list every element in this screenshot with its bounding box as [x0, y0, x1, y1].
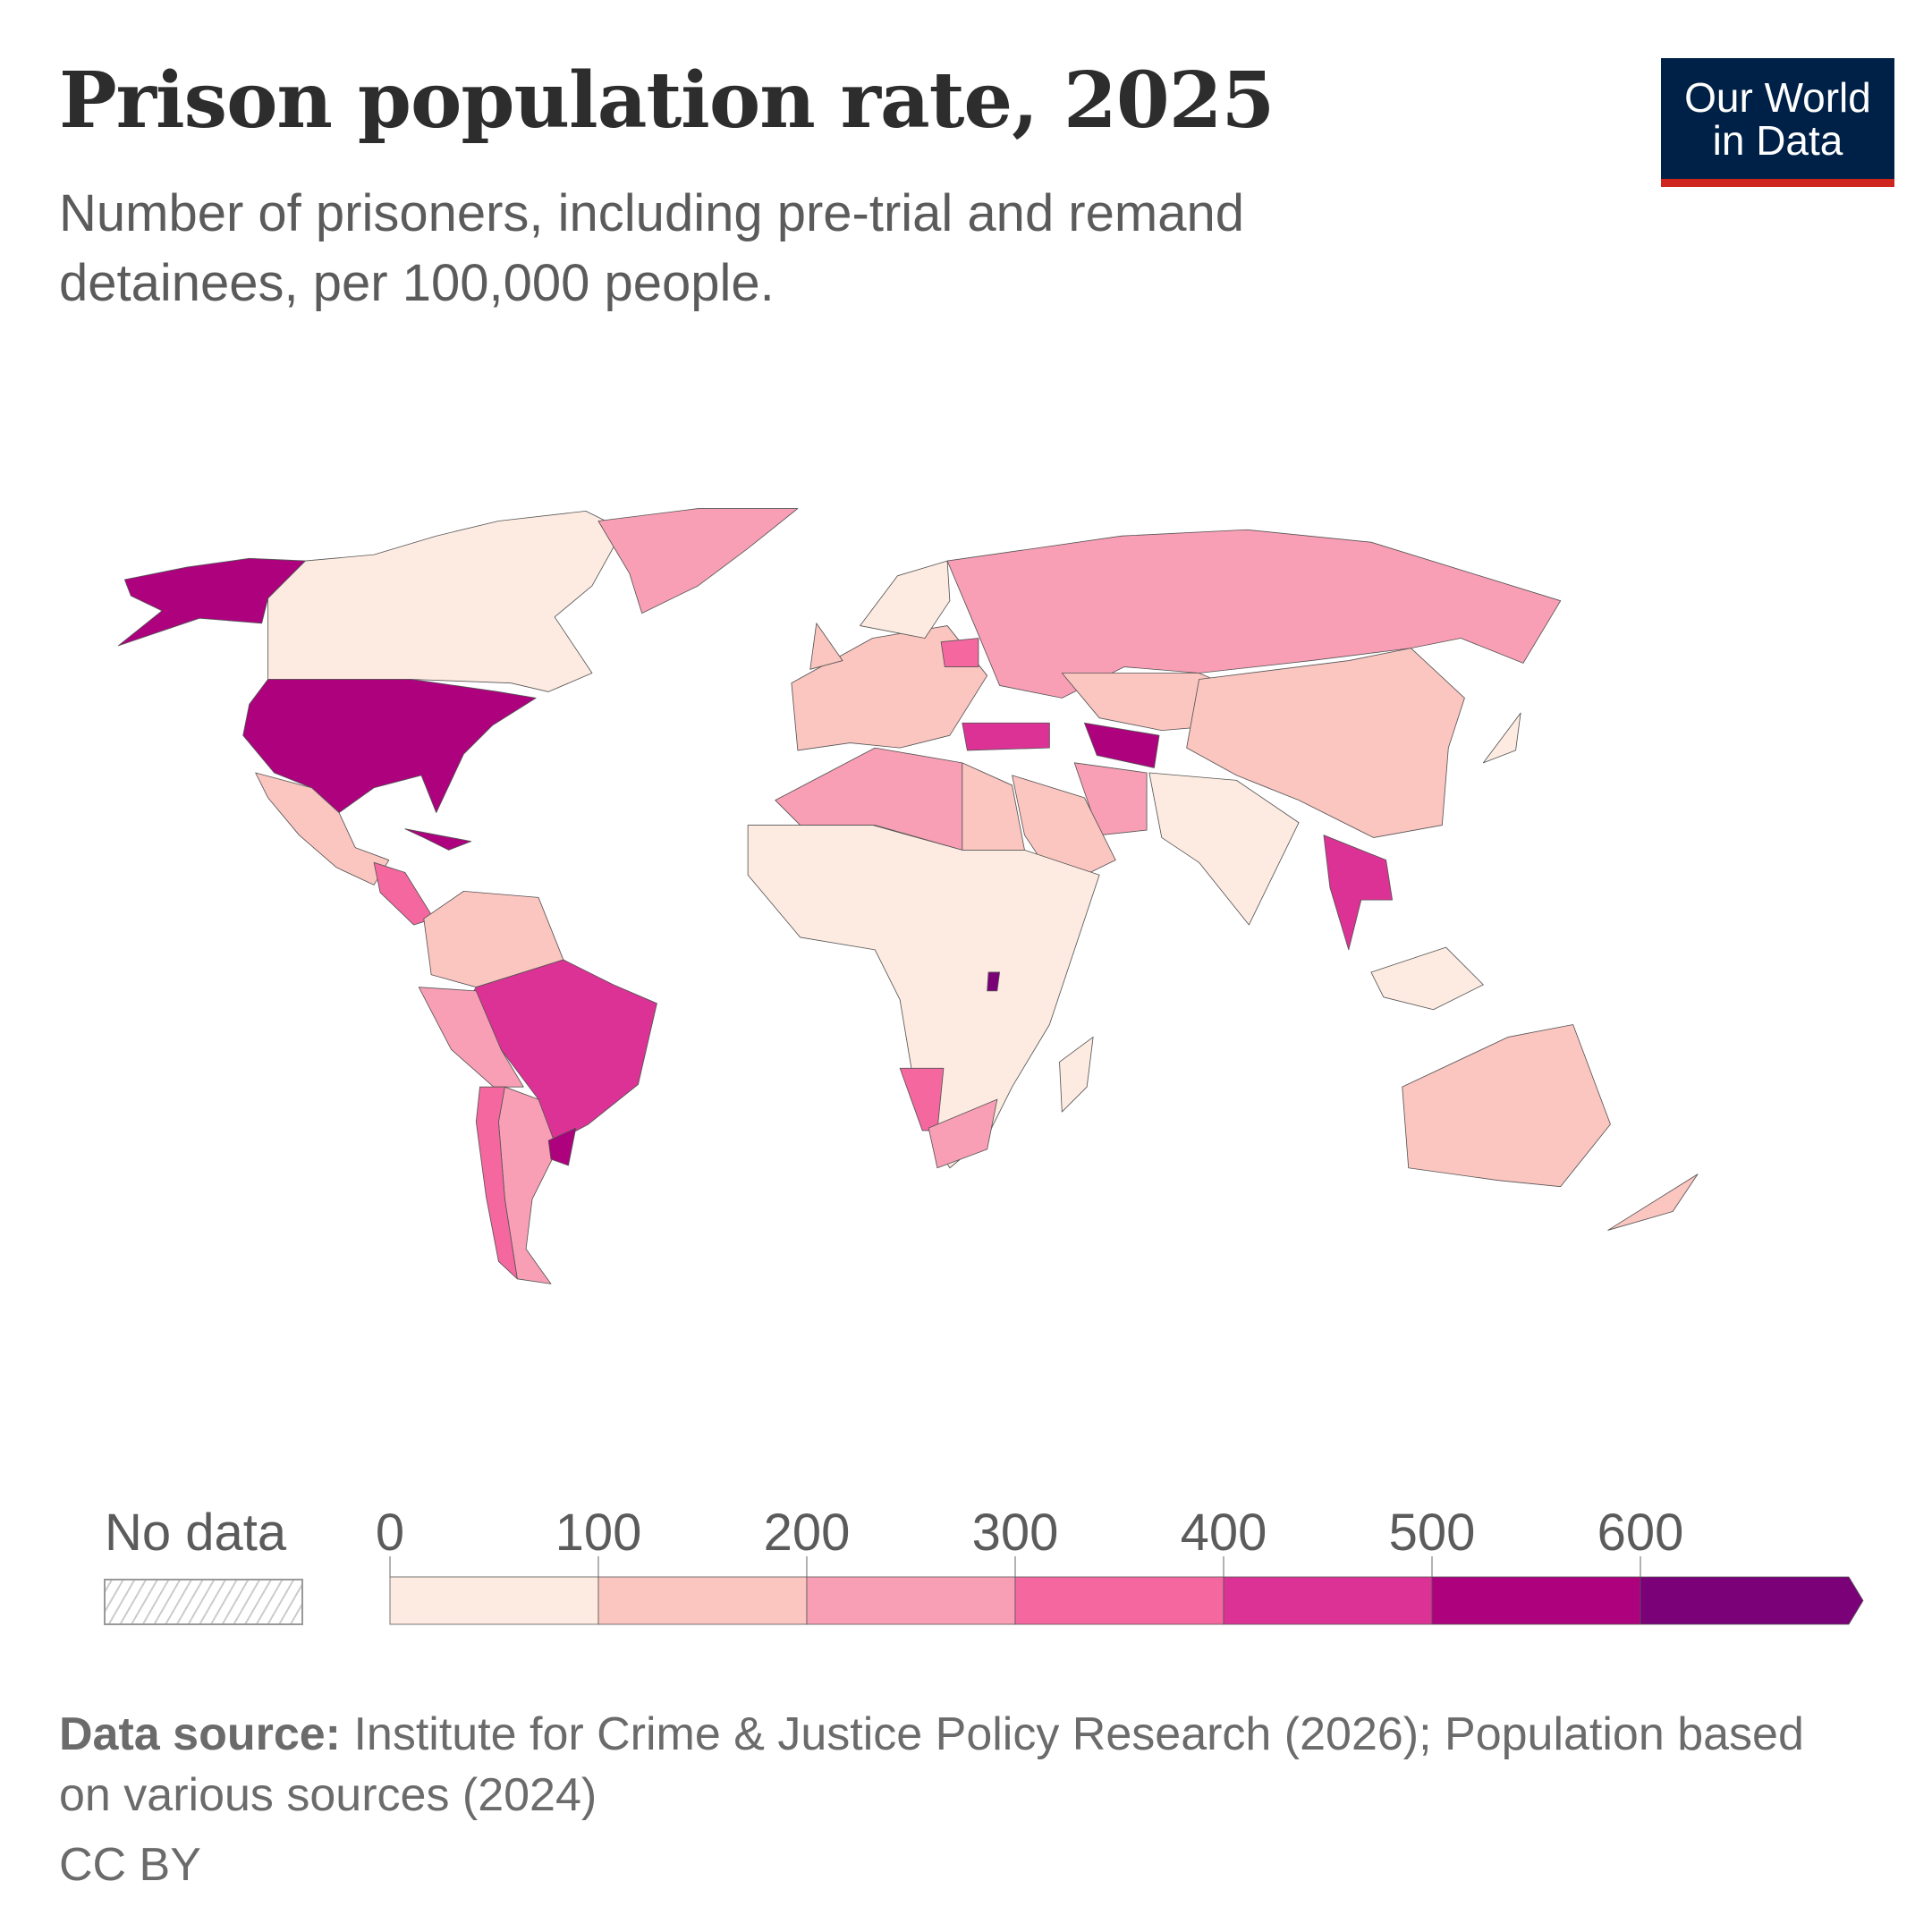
legend-tick-label: 600 [1597, 1504, 1684, 1562]
region-belarus[interactable] [940, 638, 979, 667]
region-namibia[interactable] [899, 1067, 945, 1131]
license[interactable]: CC BY [59, 1839, 201, 1891]
legend-bin-6[interactable] [1640, 1576, 1864, 1625]
region-alaska-united-states-[interactable] [117, 557, 306, 647]
region-cuba[interactable] [404, 828, 472, 851]
region-peru-bolivia[interactable] [418, 987, 524, 1088]
legend-bin-3[interactable] [1014, 1576, 1224, 1625]
region-turkey[interactable] [962, 722, 1050, 751]
region-united-states[interactable] [242, 679, 537, 814]
region-scandinavia[interactable] [860, 560, 951, 639]
source-text: Institute for Crime & Justice Policy Res… [59, 1708, 1804, 1821]
legend-bin-0[interactable] [389, 1576, 599, 1625]
subtitle: Number of prisoners, including pre-trial… [59, 184, 1244, 312]
legend-bin-5[interactable] [1431, 1576, 1641, 1625]
legend-bin-1[interactable] [597, 1576, 808, 1625]
region-central-america[interactable] [373, 861, 435, 926]
owid-logo[interactable]: Our World in Data [1661, 58, 1894, 187]
region-south-africa[interactable] [928, 1098, 998, 1169]
region-madagascar[interactable] [1059, 1037, 1094, 1113]
region-turkmenistan[interactable] [1083, 722, 1160, 768]
page-title: Prison population rate, 2025 [59, 55, 1275, 146]
source-label: Data source: [59, 1708, 341, 1760]
legend-bin-2[interactable] [806, 1576, 1016, 1625]
legend-tick-label: 0 [375, 1504, 405, 1562]
region-united-kingdom[interactable] [809, 623, 843, 670]
data-source: Data source: Institute for Crime & Justi… [59, 1704, 1812, 1826]
no-data-swatch [104, 1579, 303, 1625]
logo-line-1: Our World [1684, 74, 1871, 121]
region-australia[interactable] [1402, 1024, 1611, 1188]
region-thailand[interactable] [1323, 835, 1394, 951]
legend-bin-4[interactable] [1223, 1576, 1433, 1625]
region-china[interactable] [1186, 648, 1465, 838]
region-chile[interactable] [475, 1086, 518, 1280]
region-new-zealand[interactable] [1607, 1174, 1699, 1231]
region-india[interactable] [1148, 772, 1300, 926]
color-legend [389, 1556, 1864, 1625]
no-data-label: No data [105, 1504, 287, 1562]
region-rwanda[interactable] [987, 971, 1001, 992]
legend-tick-label: 100 [555, 1504, 642, 1562]
legend-tick-label: 200 [763, 1504, 851, 1562]
region-indonesia[interactable] [1370, 946, 1484, 1011]
logo-line-2: in Data [1712, 117, 1843, 164]
region-japan[interactable] [1482, 712, 1521, 764]
legend-tick-label: 300 [971, 1504, 1059, 1562]
region-greenland[interactable] [597, 508, 799, 614]
legend-tick-label: 500 [1388, 1504, 1476, 1562]
legend-tick-label: 400 [1180, 1504, 1267, 1562]
region-uruguay[interactable] [547, 1127, 577, 1166]
region-canada[interactable] [267, 510, 624, 692]
